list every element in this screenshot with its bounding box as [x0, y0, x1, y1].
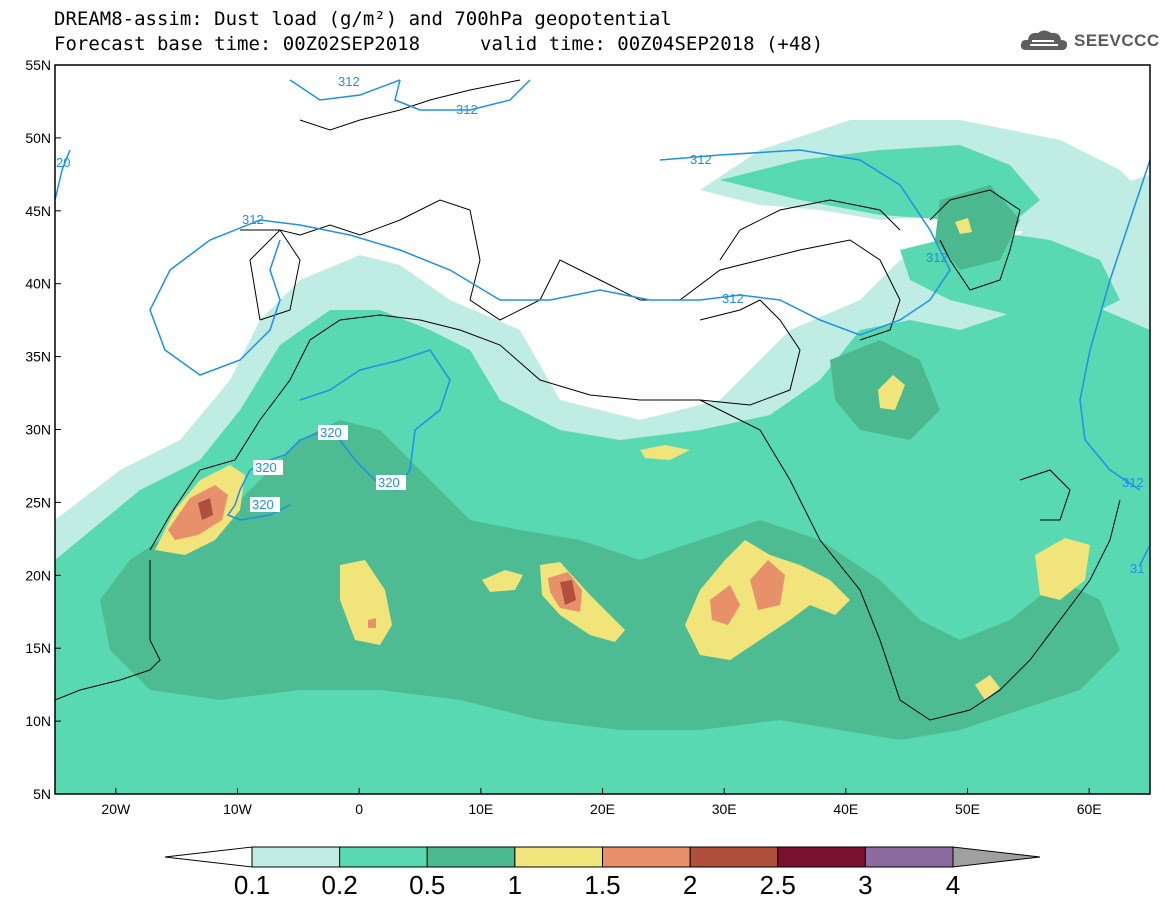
lon-label: 10W	[223, 801, 253, 817]
colorbar-level-label: 2	[682, 870, 698, 900]
colorbar-box	[339, 846, 428, 868]
contour-label-312: 312	[690, 152, 712, 167]
contour-label-312: 312	[1122, 475, 1144, 490]
colorbar-level-label: 1.5	[584, 870, 621, 900]
colorbar-box	[251, 846, 341, 868]
lon-label: 30E	[712, 801, 737, 817]
colorbar-level-label: 0.5	[409, 870, 446, 900]
lat-label: 25N	[25, 494, 51, 510]
colorbar-box	[602, 846, 691, 868]
contour-label-320: 320	[320, 425, 342, 440]
contour-label-312: 312	[242, 212, 264, 227]
contour-label-312: 312	[722, 291, 744, 306]
contour-label-320: 320	[378, 475, 400, 490]
lat-label: 30N	[25, 422, 51, 438]
colorbar-level-label: 1	[507, 870, 523, 900]
contour-label-312: 312	[456, 102, 478, 117]
contour-labels: 312 312 312 312 312 312 20 320 320 320 3…	[56, 74, 1144, 576]
lat-label: 20N	[25, 567, 51, 583]
contour-label-320: 320	[252, 497, 274, 512]
contour-label-312: 312	[338, 74, 360, 89]
lat-label: 5N	[33, 786, 51, 802]
lat-label: 15N	[25, 640, 51, 656]
coastlines-borders	[55, 79, 1121, 721]
lat-label: 40N	[25, 276, 51, 292]
lon-label: 0	[355, 801, 363, 817]
colorbar-box	[514, 846, 603, 868]
dust-field-brown	[198, 498, 576, 605]
colorbar-box	[864, 846, 954, 868]
colorbar-box	[426, 846, 516, 868]
lon-label: 20W	[101, 801, 131, 817]
contour-label-312: 312	[926, 250, 948, 265]
colorbar-level-label: 2.5	[759, 870, 796, 900]
colorbar-overflow	[952, 846, 1041, 868]
lat-label: 55N	[25, 57, 51, 73]
contour-lines	[55, 79, 1150, 566]
dust-field-dark	[100, 185, 1120, 740]
contour-label-31: 31	[1130, 561, 1144, 576]
seevccc-logo: SEEVCCC	[1018, 26, 1160, 56]
contour-label-320: 320	[255, 460, 277, 475]
colorbar-underflow	[164, 846, 253, 868]
colorbar-level-label: 0.2	[321, 870, 358, 900]
lat-label: 10N	[25, 713, 51, 729]
lat-label: 35N	[25, 349, 51, 365]
lon-label: 60E	[1077, 801, 1102, 817]
lon-label: 10E	[468, 801, 493, 817]
logo-text: SEEVCCC	[1074, 31, 1160, 50]
lat-label: 45N	[25, 203, 51, 219]
lon-label: 20E	[590, 801, 615, 817]
colorbar-box	[689, 846, 779, 868]
axis-ticks: 55N 50N 45N 40N 35N 30N 25N 20N 15N 10N 5N 20W 10W 0 1…	[25, 57, 1101, 817]
colorbar-box	[777, 846, 866, 868]
contour-label-20: 20	[56, 155, 70, 170]
title-line-1: DREAM8-assim: Dust load (g/m²) and 700hP…	[54, 8, 672, 30]
lat-label: 50N	[25, 130, 51, 146]
colorbar-level-label: 3	[858, 870, 873, 900]
title-valid-time: valid time: 00Z04SEP2018 (+48)	[480, 33, 824, 55]
colorbar-level-label: 4	[945, 870, 961, 900]
title-base-time: Forecast base time: 00Z02SEP2018	[54, 33, 421, 55]
colorbar-level-label: 0.1	[233, 870, 271, 900]
lon-label: 40E	[833, 801, 858, 817]
lon-label: 50E	[955, 801, 980, 817]
cloud-logo-icon	[1020, 30, 1068, 51]
